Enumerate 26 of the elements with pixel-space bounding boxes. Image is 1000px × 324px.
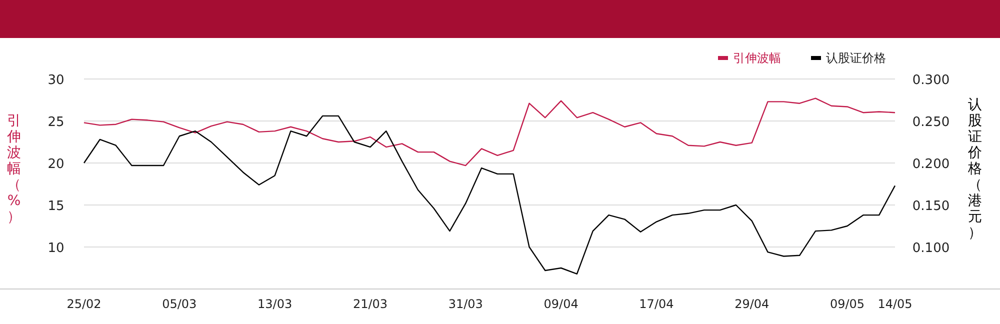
y-tick-label: 10: [48, 241, 64, 256]
x-tick-label: 21/03: [352, 297, 388, 311]
y-tick-label: 30: [48, 73, 64, 88]
y-tick-label: 20: [48, 157, 64, 172]
x-tick-label: 05/03: [162, 297, 197, 311]
y-axis-title: 引伸波幅（%）: [6, 113, 21, 225]
text: 认股证价格（港元）: [968, 97, 982, 241]
x-tick-label: 31/03: [448, 297, 483, 311]
y-tick-label: 15: [48, 199, 64, 214]
y2-tick-label: 0.250: [912, 115, 950, 130]
y-tick-label: 25: [48, 115, 64, 130]
x-tick-label: 17/04: [639, 297, 674, 311]
y2-tick-label: 0.150: [912, 199, 950, 214]
x-tick-label: 09/04: [544, 297, 578, 311]
x-tick-label: 14/05: [878, 297, 912, 311]
y2-tick-label: 0.200: [912, 157, 950, 172]
x-tick-label: 25/02: [66, 297, 102, 311]
legend-label: 认股证价格: [826, 51, 886, 65]
x-tick-label: 09/05: [830, 297, 865, 311]
x-tick-label: 29/04: [734, 297, 770, 311]
line-series: [83, 115, 896, 274]
legend-label: 引伸波幅: [733, 51, 781, 65]
x-tick-label: 13/03: [258, 297, 292, 311]
line-series: [83, 98, 896, 166]
y2-tick-label: 0.300: [912, 73, 950, 88]
y2-tick-label: 0.100: [912, 241, 950, 256]
